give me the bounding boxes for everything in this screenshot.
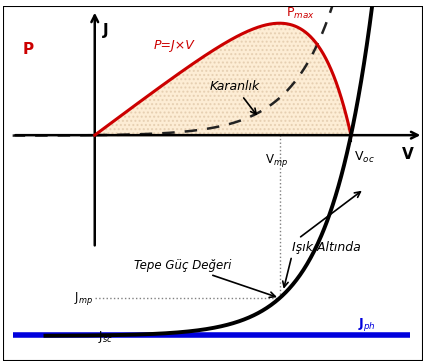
Text: Tepe Güç Değeri: Tepe Güç Değeri — [134, 259, 275, 297]
Text: Karanlık: Karanlık — [210, 80, 260, 114]
Text: J: J — [103, 23, 109, 38]
Text: J$_{mp}$: J$_{mp}$ — [74, 290, 93, 306]
Text: J$_{ph}$: J$_{ph}$ — [357, 316, 375, 333]
Text: V$_{oc}$: V$_{oc}$ — [354, 150, 375, 165]
Text: V: V — [402, 147, 413, 162]
Text: J$_{sc}$: J$_{sc}$ — [98, 329, 113, 345]
Text: V$_{mp}$: V$_{mp}$ — [265, 153, 288, 169]
Text: P$_{max}$: P$_{max}$ — [286, 6, 315, 21]
Text: P: P — [23, 42, 34, 57]
Text: Işık Altında: Işık Altında — [292, 241, 360, 254]
Text: P=J×V: P=J×V — [154, 39, 195, 52]
